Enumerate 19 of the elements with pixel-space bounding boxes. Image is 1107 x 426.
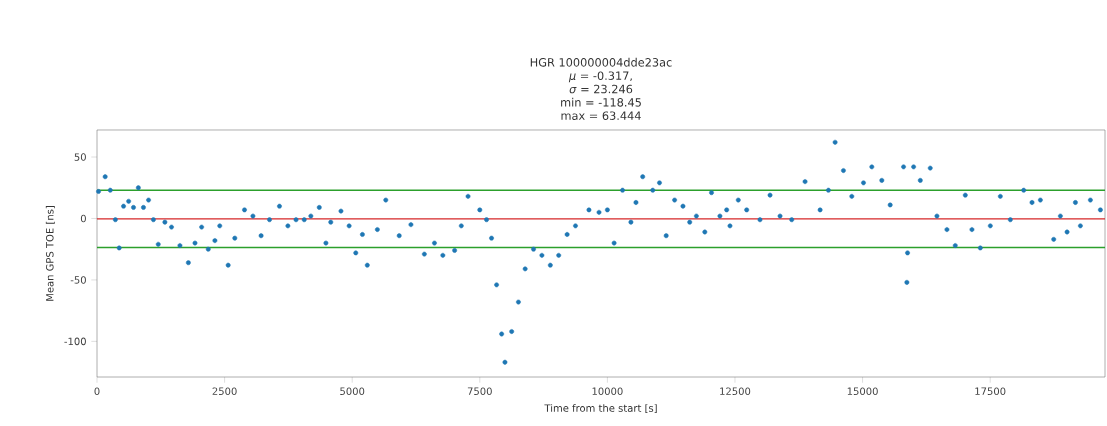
y-axis-title: Mean GPS TOE [ns] [45,206,55,301]
x-tick-label: 7500 [467,387,492,395]
text: σ = 23.246 [569,84,633,94]
text: min = -118.45 [561,97,641,107]
y-tick-label: -100 [64,337,86,346]
x-tick-label: 12500 [720,387,751,395]
x-tick-label: 17500 [975,387,1006,395]
y-tick-label: 50 [74,153,86,161]
text: μ = -0.317, [568,71,632,83]
x-tick-label: 5000 [340,387,365,395]
x-tick-label: 10000 [592,387,623,395]
y-tick-label: -50 [70,276,86,284]
y-tick-label: 0 [80,214,86,223]
x-axis-title: Time from the start [s] [544,404,657,414]
x-tick-label: 0 [94,387,100,395]
chart-title: HGR 100000004dde23ac [530,57,672,67]
x-tick-label: 15000 [847,387,878,395]
text: max = 63.444 [561,111,641,120]
x-tick-label: 2500 [212,387,237,395]
